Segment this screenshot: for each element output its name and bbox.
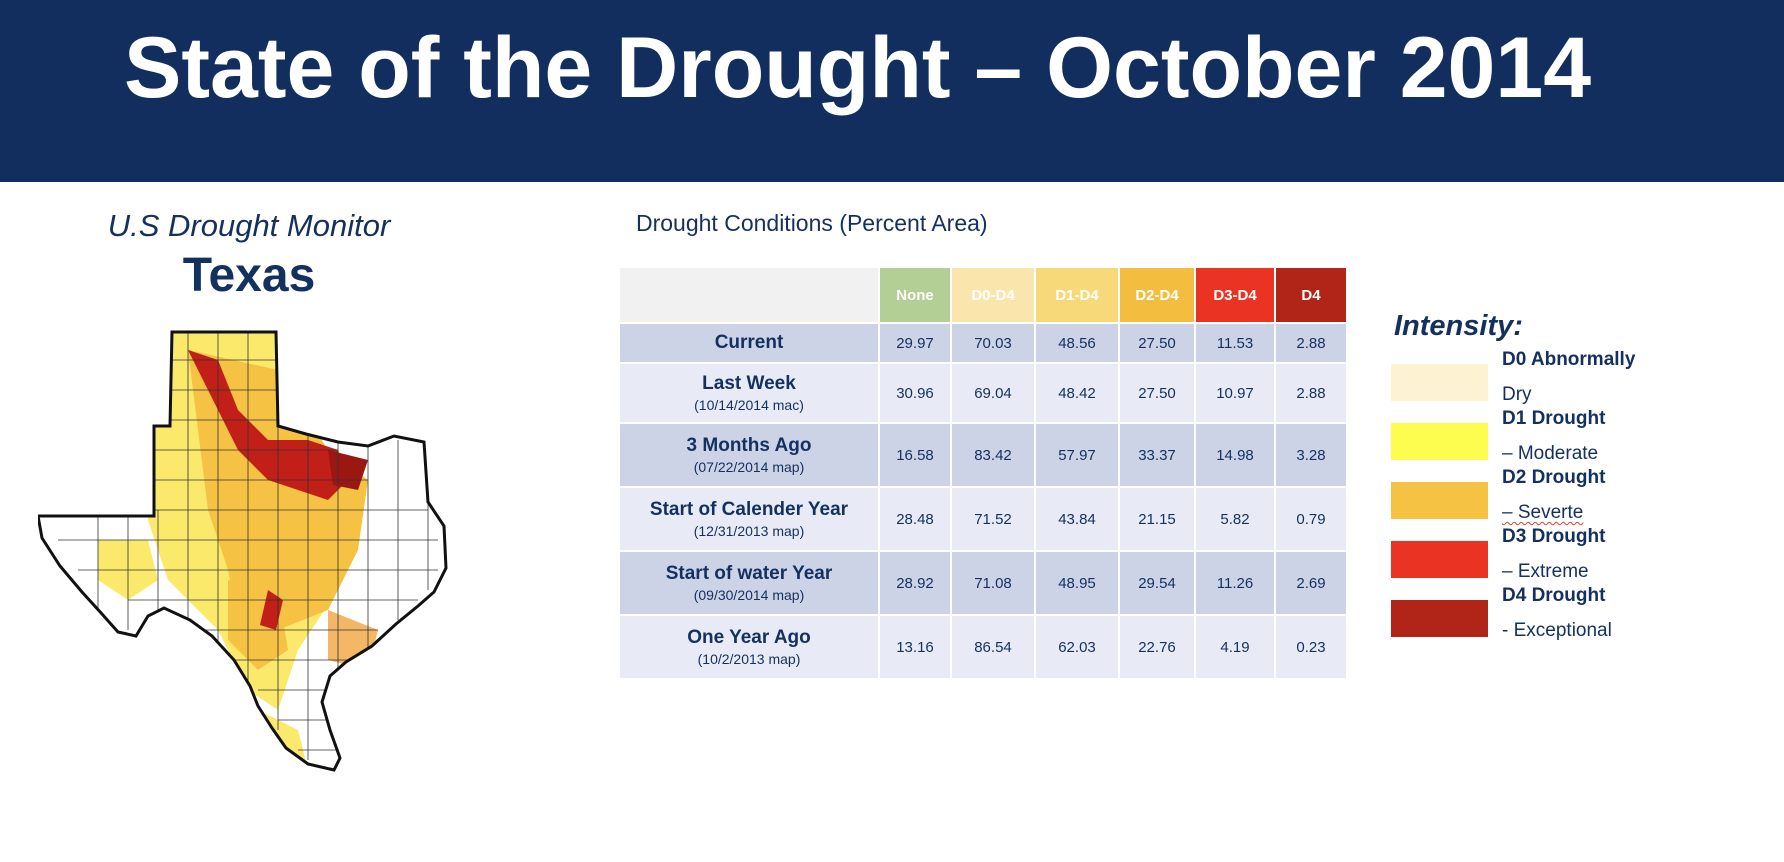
cell: 22.76	[1118, 614, 1196, 680]
cell: 71.08	[950, 550, 1036, 616]
legend-item-d2: D2 Drought – Severte	[1502, 460, 1702, 530]
cell: 30.96	[878, 362, 952, 424]
cell: 57.97	[1034, 422, 1120, 488]
col-d2-d4: D2-D4	[1118, 266, 1196, 324]
cell: 28.48	[878, 486, 952, 552]
table-title: Drought Conditions (Percent Area)	[636, 210, 988, 236]
cell: 83.42	[950, 422, 1036, 488]
legend-label-bold: D0 Abnormally	[1502, 349, 1636, 370]
map-subtitle: U.S Drought Monitor	[107, 208, 391, 243]
legend-label-bold: D2 Drought	[1502, 467, 1606, 488]
legend-swatch-d4	[1391, 600, 1488, 637]
title-banner: State of the Drought – October 2014	[0, 0, 1784, 182]
legend-label-bold: D3 Drought	[1502, 526, 1606, 547]
cell: 27.50	[1118, 322, 1196, 364]
table-row: Start of water Year (09/30/2014 map) 28.9…	[618, 550, 1348, 616]
table-row: One Year Ago (10/2/2013 map) 13.16 86.54 …	[618, 614, 1348, 680]
cell: 2.88	[1274, 322, 1348, 364]
table-row: Current 29.97 70.03 48.56 27.50 11.53 2.…	[618, 322, 1348, 364]
cell: 28.92	[878, 550, 952, 616]
cell: 0.79	[1274, 486, 1348, 552]
row-label: One Year Ago (10/2/2013 map)	[618, 614, 880, 680]
legend-swatch-d0	[1391, 364, 1488, 401]
col-d4: D4	[1274, 266, 1348, 324]
header-empty-cell	[618, 266, 880, 324]
cell: 48.42	[1034, 362, 1120, 424]
legend-item-d1: D1 Drought – Moderate	[1502, 401, 1702, 471]
cell: 16.58	[878, 422, 952, 488]
legend-label-bold: D1 Drought	[1502, 408, 1606, 429]
texas-drought-map-icon	[38, 330, 448, 772]
legend-label: - Exceptional	[1502, 620, 1612, 641]
legend-swatch-d1	[1391, 423, 1488, 460]
table-header-row: None D0-D4 D1-D4 D2-D4 D3-D4 D4	[618, 266, 1348, 324]
cell: 21.15	[1118, 486, 1196, 552]
legend-label: – Extreme	[1502, 561, 1589, 582]
cell: 48.56	[1034, 322, 1120, 364]
cell: 71.52	[950, 486, 1036, 552]
row-label: Start of water Year (09/30/2014 map)	[618, 550, 880, 616]
legend-label-bold: D4 Drought	[1502, 585, 1606, 606]
legend-label: – Moderate	[1502, 443, 1599, 464]
legend-title: Intensity:	[1394, 310, 1523, 342]
cell: 62.03	[1034, 614, 1120, 680]
col-d1-d4: D1-D4	[1034, 266, 1120, 324]
cell: 69.04	[950, 362, 1036, 424]
cell: 14.98	[1194, 422, 1276, 488]
map-state-name: Texas	[182, 249, 316, 302]
row-label: Current	[618, 322, 880, 364]
legend-label: Dry	[1502, 384, 1532, 405]
col-d0-d4: D0-D4	[950, 266, 1036, 324]
table-row: Start of Calender Year (12/31/2013 map) 2…	[618, 486, 1348, 552]
cell: 11.26	[1194, 550, 1276, 616]
table-row: Last Week (10/14/2014 mac) 30.96 69.04 48…	[618, 362, 1348, 424]
row-label: 3 Months Ago (07/22/2014 map)	[618, 422, 880, 488]
cell: 11.53	[1194, 322, 1276, 364]
cell: 10.97	[1194, 362, 1276, 424]
legend-item-d0: D0 Abnormally Dry	[1502, 342, 1702, 412]
page-title: State of the Drought – October 2014	[124, 20, 1592, 116]
table-row: 3 Months Ago (07/22/2014 map) 16.58 83.42…	[618, 422, 1348, 488]
col-none: None	[878, 266, 952, 324]
cell: 86.54	[950, 614, 1036, 680]
cell: 48.95	[1034, 550, 1120, 616]
legend-label: – Severte	[1502, 502, 1584, 523]
drought-conditions-table: None D0-D4 D1-D4 D2-D4 D3-D4 D4 Current …	[618, 266, 1348, 680]
row-label: Last Week (10/14/2014 mac)	[618, 362, 880, 424]
cell: 33.37	[1118, 422, 1196, 488]
cell: 13.16	[878, 614, 952, 680]
cell: 29.54	[1118, 550, 1196, 616]
row-label: Start of Calender Year (12/31/2013 map)	[618, 486, 880, 552]
legend-swatch-d3	[1391, 541, 1488, 578]
cell: 43.84	[1034, 486, 1120, 552]
cell: 29.97	[878, 322, 952, 364]
cell: 2.69	[1274, 550, 1348, 616]
legend-swatch-d2	[1391, 482, 1488, 519]
legend-item-d4: D4 Drought - Exceptional	[1502, 578, 1702, 648]
cell: 4.19	[1194, 614, 1276, 680]
cell: 2.88	[1274, 362, 1348, 424]
cell: 27.50	[1118, 362, 1196, 424]
cell: 0.23	[1274, 614, 1348, 680]
legend-item-d3: D3 Drought – Extreme	[1502, 519, 1702, 589]
cell: 5.82	[1194, 486, 1276, 552]
cell: 3.28	[1274, 422, 1348, 488]
cell: 70.03	[950, 322, 1036, 364]
col-d3-d4: D3-D4	[1194, 266, 1276, 324]
